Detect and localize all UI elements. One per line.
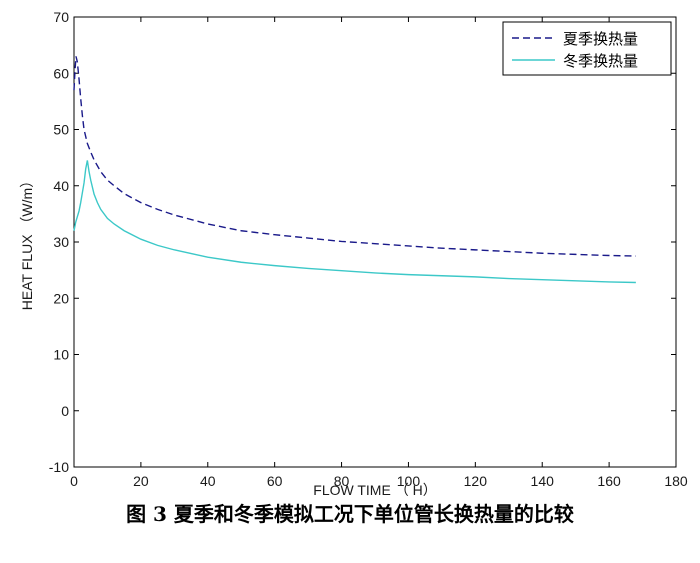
figure-caption: 图 3 夏季和冬季模拟工况下单位管长换热量的比较	[126, 502, 574, 526]
y-tick-label: -10	[49, 459, 69, 475]
series-line-0	[73, 56, 636, 257]
x-tick-label: 40	[200, 473, 216, 489]
y-tick-label: 10	[53, 347, 69, 363]
legend-label-summer: 夏季换热量	[563, 30, 638, 48]
series-layer	[73, 56, 636, 284]
line-chart: 0 20 40 60 80 100 120 140 160 180-100102030405060…	[19, 9, 688, 498]
y-tick-label: 50	[53, 122, 69, 138]
legend-box	[502, 21, 672, 76]
x-tick-label: 120	[464, 473, 488, 489]
y-tick-label: 0	[61, 403, 69, 419]
x-axis-label: FLOW TIME （ H）	[313, 482, 436, 498]
axis-ticks: 0 20 40 60 80 100 120 140 160 180-100102030405060…	[49, 9, 688, 489]
x-tick-label: 20	[133, 473, 149, 489]
x-tick-label: 100	[397, 473, 421, 489]
y-tick-label: 20	[53, 290, 69, 306]
series-line-1	[73, 160, 636, 284]
x-tick-label: 80	[334, 473, 350, 489]
x-tick-label: 180	[664, 473, 688, 489]
plot-area	[73, 16, 677, 468]
x-tick-label: 0	[70, 473, 78, 489]
y-tick-label: 60	[53, 65, 69, 81]
y-tick-label: 70	[53, 9, 69, 25]
y-tick-label: 40	[53, 178, 69, 194]
x-tick-label: 160	[597, 473, 621, 489]
legend-label-winter: 冬季换热量	[563, 52, 638, 70]
legend: 夏季换热量 冬季换热量	[502, 21, 672, 76]
y-axis-label: HEAT FLUX （W/m）	[19, 174, 35, 310]
x-tick-label: 60	[267, 473, 283, 489]
y-tick-label: 30	[53, 234, 69, 250]
x-tick-label: 140	[531, 473, 555, 489]
